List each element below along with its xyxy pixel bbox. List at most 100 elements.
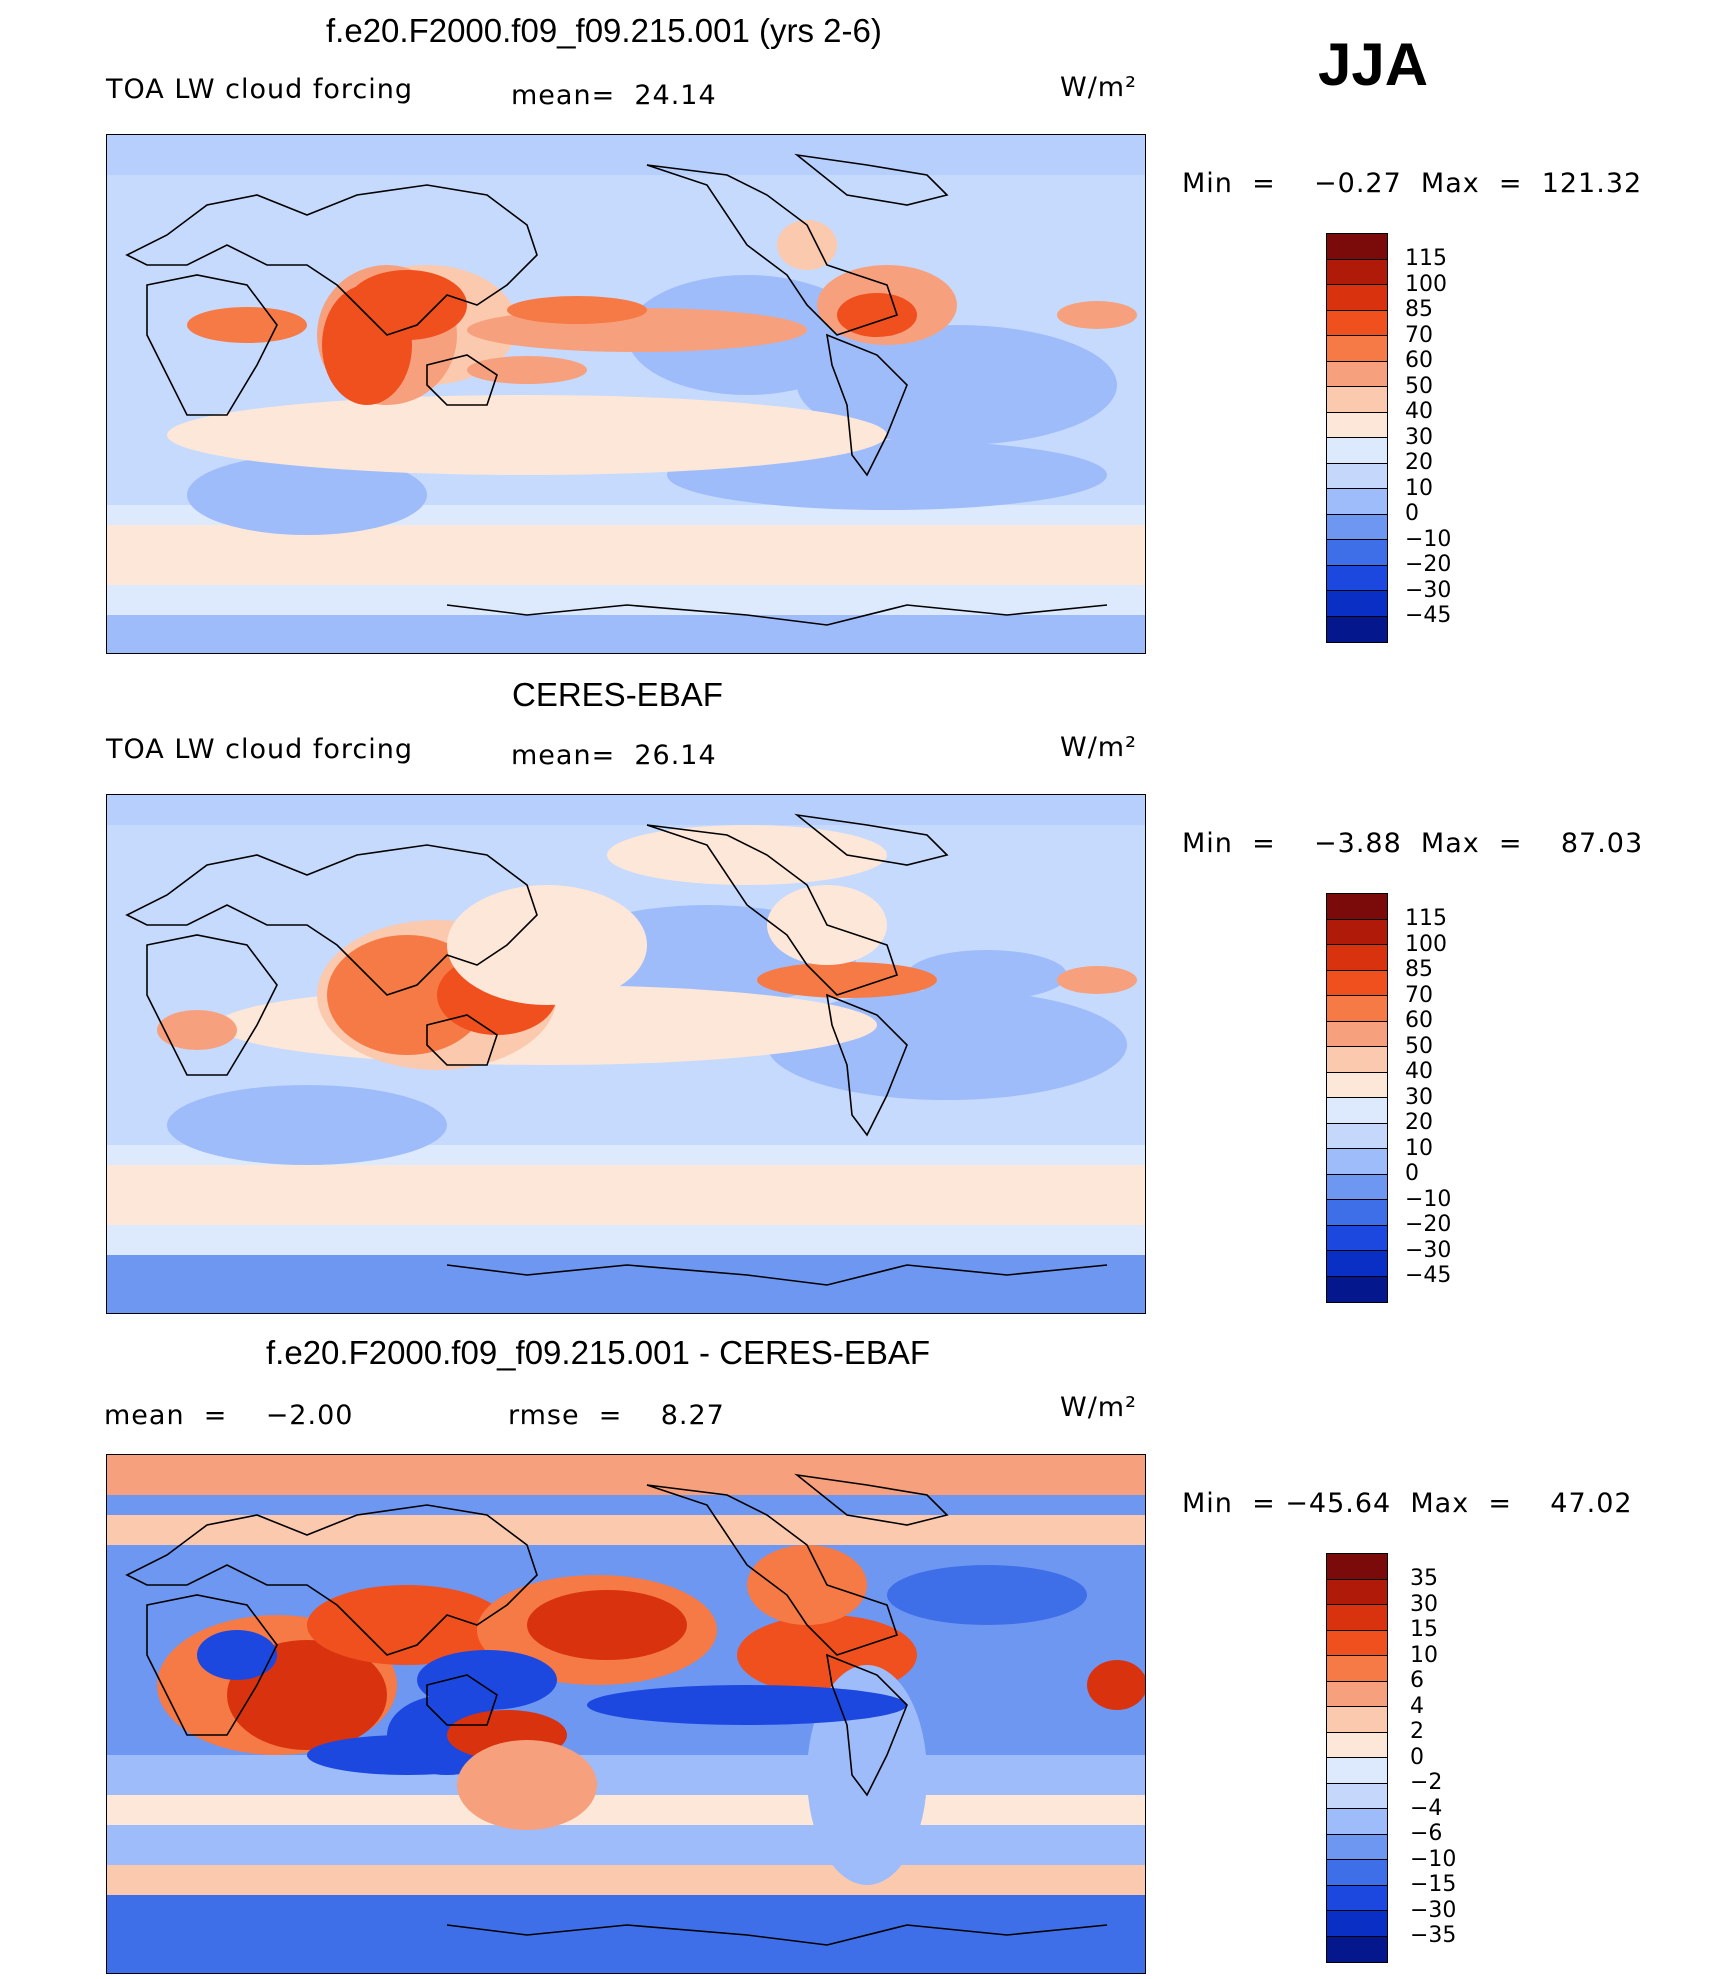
colorbar-swatch xyxy=(1327,1554,1387,1580)
colorbar-swatch xyxy=(1327,463,1387,489)
colorbar-swatch xyxy=(1327,1911,1387,1937)
panel1-variable-label: TOA LW cloud forcing xyxy=(106,74,413,105)
colorbar-tick: −35 xyxy=(1410,1923,1457,1948)
colorbar-tick: 40 xyxy=(1405,1059,1433,1084)
colorbar-swatch xyxy=(1327,1047,1387,1073)
colorbar-swatch xyxy=(1327,1072,1387,1098)
colorbar-tick: −10 xyxy=(1405,526,1452,552)
colorbar-tick: 70 xyxy=(1405,982,1433,1008)
colorbar-tick: 2 xyxy=(1410,1719,1424,1744)
colorbar-tick: −20 xyxy=(1405,1212,1452,1237)
panel1-map xyxy=(106,134,1146,654)
panel2-title: CERES-EBAF xyxy=(512,676,723,713)
colorbar-swatch xyxy=(1327,1707,1387,1733)
colorbar-tick: 40 xyxy=(1405,399,1433,424)
colorbar-swatch xyxy=(1327,540,1387,566)
colorbar-swatch xyxy=(1327,1225,1387,1251)
panel2-range-label: Min = −3.88 Max = 87.03 xyxy=(1182,828,1644,859)
panel2-variable-label: TOA LW cloud forcing xyxy=(106,734,413,765)
colorbar-tick: −10 xyxy=(1410,1846,1457,1872)
colorbar-swatch xyxy=(1327,1251,1387,1277)
colorbar-tick: −30 xyxy=(1405,577,1452,603)
colorbar-swatch xyxy=(1327,1276,1387,1302)
panel2-map-field xyxy=(107,795,1145,1313)
panel2-units: W/m² xyxy=(1060,732,1137,763)
colorbar-swatch xyxy=(1327,336,1387,362)
colorbar-tick: 20 xyxy=(1405,450,1433,475)
colorbar-swatch xyxy=(1327,310,1387,336)
colorbar-swatch xyxy=(1327,234,1387,260)
colorbar-tick: 10 xyxy=(1410,1642,1438,1668)
colorbar-swatch xyxy=(1327,1681,1387,1707)
panel3-colorbar-ticks: 35 30 15 10 6 4 2 0 −2 −4 −6 −10 −15 −30… xyxy=(1410,1566,1456,1949)
colorbar-swatch xyxy=(1327,1885,1387,1911)
colorbar-swatch xyxy=(1327,616,1387,642)
colorbar-swatch xyxy=(1327,591,1387,617)
colorbar-swatch xyxy=(1327,945,1387,971)
colorbar-swatch xyxy=(1327,996,1387,1022)
colorbar-tick: 100 xyxy=(1405,271,1447,297)
panel1-colorbar xyxy=(1326,233,1388,643)
colorbar-tick: −10 xyxy=(1405,1186,1452,1212)
colorbar-tick: 100 xyxy=(1405,931,1447,957)
colorbar-tick: 30 xyxy=(1405,424,1433,450)
colorbar-swatch xyxy=(1327,894,1387,920)
colorbar-tick: 30 xyxy=(1410,1591,1438,1617)
colorbar-swatch xyxy=(1327,1936,1387,1962)
colorbar-tick: 85 xyxy=(1405,957,1433,982)
colorbar-tick: 10 xyxy=(1405,475,1433,501)
colorbar-swatch xyxy=(1327,1098,1387,1124)
colorbar-swatch xyxy=(1327,1149,1387,1175)
colorbar-swatch xyxy=(1327,1174,1387,1200)
panel3-mean-label: mean = −2.00 xyxy=(104,1400,354,1431)
colorbar-tick: 70 xyxy=(1405,322,1433,348)
colorbar-tick: 10 xyxy=(1405,1135,1433,1161)
colorbar-swatch xyxy=(1327,259,1387,285)
colorbar-swatch xyxy=(1327,412,1387,438)
panel2-colorbar xyxy=(1326,893,1388,1303)
colorbar-swatch xyxy=(1327,1630,1387,1656)
colorbar-tick: −20 xyxy=(1405,552,1452,577)
colorbar-swatch xyxy=(1327,285,1387,311)
colorbar-swatch xyxy=(1327,1123,1387,1149)
colorbar-swatch xyxy=(1327,1656,1387,1682)
panel1-colorbar-ticks: 115 100 85 70 60 50 40 30 20 10 0 −10 −2… xyxy=(1405,246,1451,629)
panel3-map xyxy=(106,1454,1146,1974)
colorbar-swatch xyxy=(1327,387,1387,413)
colorbar-tick: −45 xyxy=(1405,603,1452,628)
colorbar-swatch xyxy=(1327,514,1387,540)
colorbar-tick: 0 xyxy=(1410,1744,1424,1770)
colorbar-tick: 30 xyxy=(1405,1084,1433,1110)
colorbar-tick: 20 xyxy=(1405,1110,1433,1135)
season-label: JJA xyxy=(1318,31,1429,98)
colorbar-tick: 85 xyxy=(1405,297,1433,322)
panel1-units: W/m² xyxy=(1060,72,1137,103)
colorbar-tick: 6 xyxy=(1410,1668,1424,1693)
colorbar-swatch xyxy=(1327,565,1387,591)
panel2-map xyxy=(106,794,1146,1314)
colorbar-swatch xyxy=(1327,1783,1387,1809)
colorbar-tick: 115 xyxy=(1405,246,1447,271)
panel3-range-label: Min = −45.64 Max = 47.02 xyxy=(1182,1488,1633,1519)
panel1-mean-label: mean= 24.14 xyxy=(511,80,717,111)
panel3-rmse-label: rmse = 8.27 xyxy=(508,1400,725,1431)
colorbar-tick: −6 xyxy=(1410,1821,1443,1846)
colorbar-swatch xyxy=(1327,919,1387,945)
colorbar-tick: −4 xyxy=(1410,1795,1443,1821)
panel1-title: f.e20.F2000.f09_f09.215.001 (yrs 2-6) xyxy=(326,12,882,49)
colorbar-tick: −45 xyxy=(1405,1263,1452,1288)
colorbar-swatch xyxy=(1327,1758,1387,1784)
colorbar-swatch xyxy=(1327,1605,1387,1631)
panel3-title: f.e20.F2000.f09_f09.215.001 - CERES-EBAF xyxy=(266,1334,931,1371)
colorbar-tick: 50 xyxy=(1405,373,1433,399)
panel3-units: W/m² xyxy=(1060,1392,1137,1423)
panel1-range-label: Min = −0.27 Max = 121.32 xyxy=(1182,168,1643,199)
colorbar-swatch xyxy=(1327,438,1387,464)
panel2-mean-label: mean= 26.14 xyxy=(511,740,717,771)
colorbar-swatch xyxy=(1327,1732,1387,1758)
colorbar-tick: 60 xyxy=(1405,348,1433,373)
colorbar-tick: 35 xyxy=(1410,1566,1438,1591)
colorbar-swatch xyxy=(1327,1860,1387,1886)
colorbar-swatch xyxy=(1327,489,1387,515)
colorbar-swatch xyxy=(1327,1834,1387,1860)
